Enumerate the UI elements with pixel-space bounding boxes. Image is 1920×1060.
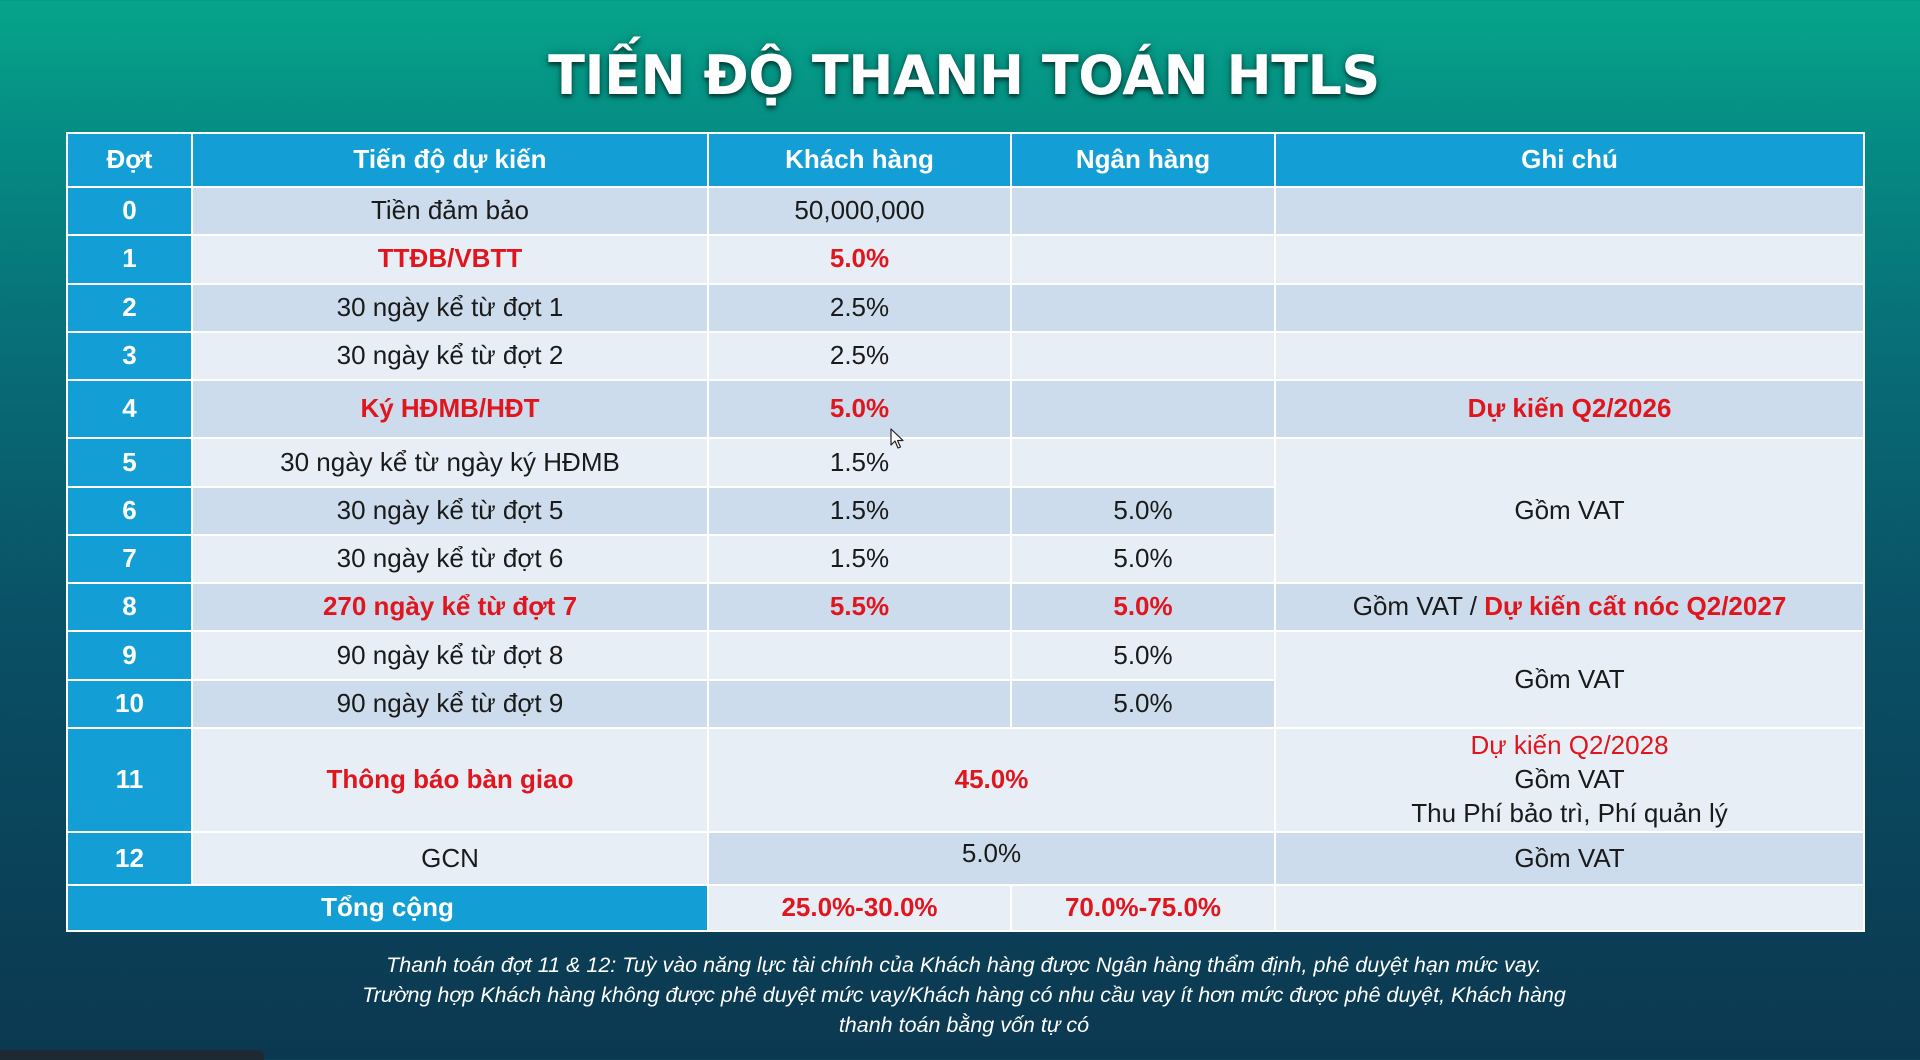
row-number: 0 (66, 185, 193, 237)
table-row: 9 90 ngày kể từ đợt 8 5.0% Gồm VAT (66, 630, 1865, 729)
bank-cell (1010, 282, 1276, 333)
note-cell-merged-9-10: Gồm VAT (1274, 630, 1865, 729)
row-number: 12 (66, 831, 193, 886)
row-number: 3 (66, 330, 193, 382)
row-number: 10 (66, 678, 193, 729)
schedule-cell: 90 ngày kể từ đợt 9 (191, 678, 709, 729)
total-customer: 25.0%-30.0% (707, 883, 1012, 933)
bank-cell (1010, 330, 1276, 382)
bank-cell (1010, 378, 1276, 440)
table-row: 4 Ký HĐMB/HĐT 5.0% Dự kiến Q2/2026 (66, 378, 1865, 440)
schedule-cell: GCN (191, 831, 709, 886)
row-number: 6 (66, 485, 193, 536)
payment-schedule-table-container: Đợt Tiến độ dự kiến Khách hàng Ngân hàng… (66, 132, 1865, 933)
table-row: 3 30 ngày kể từ đợt 2 2.5% (66, 330, 1865, 382)
table-row: 10 90 ngày kể từ đợt 9 5.0% (66, 678, 1864, 729)
note-vat: Gồm VAT / (1352, 591, 1485, 622)
row-number: 1 (66, 234, 193, 285)
bank-cell (1010, 234, 1276, 285)
table-row: 12 GCN 5.0% Gồm VAT (66, 831, 1865, 886)
schedule-cell: 30 ngày kể từ ngày ký HĐMB (191, 437, 709, 488)
note-cell (1274, 330, 1865, 382)
header-ngan-hang: Ngân hàng (1010, 132, 1276, 188)
schedule-cell: Tiền đảm bảo (191, 185, 709, 237)
customer-cell (707, 630, 1012, 681)
table-header-row: Đợt Tiến độ dự kiến Khách hàng Ngân hàng… (66, 132, 1865, 188)
header-tien-do: Tiến độ dự kiến (191, 132, 709, 188)
customer-cell: 1.5% (707, 533, 1012, 585)
customer-cell: 5.5% (707, 582, 1012, 633)
table-row: 0 Tiền đảm bảo 50,000,000 (66, 185, 1865, 237)
note-cell: Dự kiến Q2/2026 (1274, 378, 1865, 440)
note-line-handover-date: Dự kiến Q2/2028 (1470, 730, 1669, 761)
total-label: Tổng cộng (66, 883, 709, 933)
row-number: 8 (66, 582, 193, 633)
bank-cell (1010, 437, 1276, 488)
row-number: 11 (66, 726, 193, 834)
table-row: 6 30 ngày kể từ đợt 5 1.5% 5.0% (66, 485, 1864, 536)
bank-cell (1010, 185, 1276, 237)
note-line-vat: Gồm VAT (1514, 764, 1625, 795)
schedule-cell: Ký HĐMB/HĐT (191, 378, 709, 440)
header-ghi-chu: Ghi chú (1274, 132, 1865, 188)
customer-cell: 1.5% (707, 485, 1012, 536)
note-cell-merged-5-7: Gồm VAT (1274, 437, 1865, 585)
schedule-cell: 270 ngày kể từ đợt 7 (191, 582, 709, 633)
customer-cell: 2.5% (707, 282, 1012, 333)
mouse-cursor-icon (890, 428, 904, 449)
schedule-cell: Thông báo bàn giao (191, 726, 709, 834)
note-cell (1274, 185, 1865, 237)
total-note (1274, 883, 1865, 933)
header-dot: Đợt (66, 132, 193, 188)
customer-cell: 2.5% (707, 330, 1012, 382)
note-line-fees: Thu Phí bảo trì, Phí quản lý (1411, 797, 1728, 828)
header-khach-hang: Khách hàng (707, 132, 1012, 188)
customer-cell (707, 678, 1012, 729)
customer-cell: 1.5% (707, 437, 1012, 488)
customer-cell: 5.0% (707, 378, 1012, 440)
table-row: 11 Thông báo bàn giao 45.0% Dự kiến Q2/2… (66, 726, 1865, 834)
total-bank: 70.0%-75.0% (1010, 883, 1276, 933)
payment-schedule-table: Đợt Tiến độ dự kiến Khách hàng Ngân hàng… (66, 132, 1865, 933)
customer-cell: 50,000,000 (707, 185, 1012, 237)
footnote-line: Thanh toán đợt 11 & 12: Tuỳ vào năng lực… (386, 953, 1542, 977)
row-number: 5 (66, 437, 193, 488)
merged-value-cell: 45.0% (707, 726, 1276, 834)
taskbar-fragment (0, 1050, 264, 1060)
note-cell: Gồm VAT (1274, 831, 1865, 886)
row-number: 2 (66, 282, 193, 333)
bank-cell: 5.0% (1010, 485, 1276, 536)
customer-cell: 5.0% (707, 234, 1012, 285)
note-topping-out: Dự kiến cất nóc Q2/2027 (1484, 591, 1787, 622)
schedule-cell: 30 ngày kể từ đợt 1 (191, 282, 709, 333)
note-cell: Gồm VAT / Dự kiến cất nóc Q2/2027 (1274, 582, 1865, 633)
schedule-cell: TTĐB/VBTT (191, 234, 709, 285)
merged-value-cell: 5.0% (707, 831, 1276, 886)
schedule-cell: 30 ngày kể từ đợt 2 (191, 330, 709, 382)
table-row: 7 30 ngày kể từ đợt 6 1.5% 5.0% (66, 533, 1864, 585)
bank-cell: 5.0% (1010, 582, 1276, 633)
footnote: Thanh toán đợt 11 & 12: Tuỳ vào năng lực… (0, 950, 1920, 1040)
schedule-cell: 90 ngày kể từ đợt 8 (191, 630, 709, 681)
schedule-cell: 30 ngày kể từ đợt 5 (191, 485, 709, 536)
footnote-line: thanh toán bằng vốn tự có (838, 1013, 1090, 1037)
total-row: Tổng cộng 25.0%-30.0% 70.0%-75.0% (66, 883, 1865, 933)
note-cell (1274, 234, 1865, 285)
schedule-cell: 30 ngày kể từ đợt 6 (191, 533, 709, 585)
note-cell: Dự kiến Q2/2028 Gồm VAT Thu Phí bảo trì,… (1274, 726, 1865, 834)
note-cell (1274, 282, 1865, 333)
row-number: 4 (66, 378, 193, 440)
table-row: 5 30 ngày kể từ ngày ký HĐMB 1.5% Gồm VA… (66, 437, 1865, 585)
bank-cell: 5.0% (1010, 533, 1276, 585)
row-number: 9 (66, 630, 193, 681)
row-number: 7 (66, 533, 193, 585)
table-row: 8 270 ngày kể từ đợt 7 5.5% 5.0% Gồm VAT… (66, 582, 1865, 633)
page-title: TIẾN ĐỘ THANH TOÁN HTLS (548, 44, 1380, 107)
table-row: 1 TTĐB/VBTT 5.0% (66, 234, 1865, 285)
footnote-line: Trường hợp Khách hàng không được phê duy… (362, 983, 1566, 1007)
table-row: 2 30 ngày kể từ đợt 1 2.5% (66, 282, 1865, 333)
bank-cell: 5.0% (1010, 678, 1276, 729)
bank-cell: 5.0% (1010, 630, 1276, 681)
